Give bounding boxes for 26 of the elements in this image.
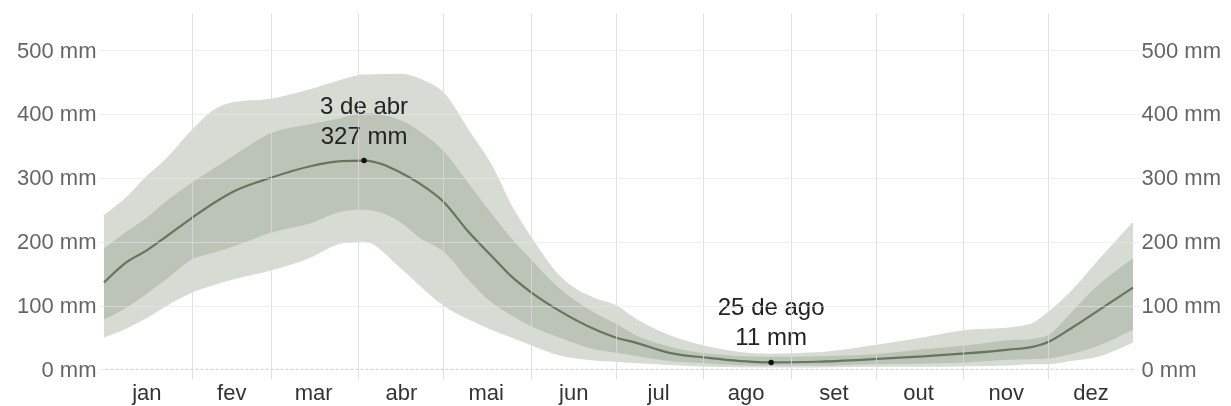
x-tick-label: ago <box>727 379 765 405</box>
y2-tick-label: 200 mm <box>1141 229 1221 255</box>
annotation: 25 de ago 11 mm <box>717 293 825 351</box>
x-tick-label: jun <box>558 379 589 405</box>
y-tick-label: 500 mm <box>17 37 97 63</box>
x-tick-label: jul <box>646 379 670 405</box>
x-tick-label: out <box>903 379 934 405</box>
x-tick-label: nov <box>988 379 1025 405</box>
y-tick-label: 400 mm <box>17 101 97 127</box>
y2-tick-label: 300 mm <box>1141 165 1221 191</box>
x-tick-label: fev <box>217 379 247 405</box>
y-tick-label: 100 mm <box>17 293 97 319</box>
y-tick-label: 300 mm <box>17 165 97 191</box>
y2-tick-label: 0 mm <box>1141 356 1197 382</box>
y-tick-label: 0 mm <box>41 356 97 382</box>
y-tick-label: 200 mm <box>17 229 97 255</box>
y2-tick-label: 500 mm <box>1141 37 1221 63</box>
annotation: 3 de abr 327 mm <box>320 91 409 149</box>
y2-tick-label: 400 mm <box>1141 101 1221 127</box>
x-tick-label: set <box>819 379 849 405</box>
x-tick-label: abr <box>385 379 418 405</box>
x-tick-label: dez <box>1073 379 1109 405</box>
x-tick-label: jan <box>131 379 162 405</box>
y2-tick-label: 100 mm <box>1141 293 1221 319</box>
x-tick-label: mar <box>294 379 333 405</box>
x-tick-label: mai <box>468 379 504 405</box>
